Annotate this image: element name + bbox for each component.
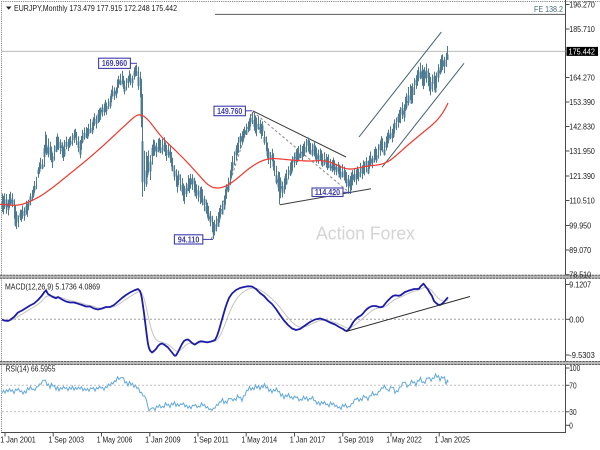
svg-text:1 Jan 2009: 1 Jan 2009 (145, 435, 181, 445)
svg-text:169.960: 169.960 (102, 59, 128, 68)
svg-text:142.830: 142.830 (569, 122, 595, 132)
svg-text:70: 70 (569, 380, 577, 390)
svg-text:153.390: 153.390 (569, 97, 595, 107)
svg-text:100: 100 (569, 363, 580, 373)
svg-text:MACD(12,26,9) 5.1736 4.0869: MACD(12,26,9) 5.1736 4.0869 (5, 282, 100, 292)
svg-text:114.420: 114.420 (315, 188, 341, 197)
svg-text:110.510: 110.510 (569, 196, 595, 206)
svg-text:1 Sep 2011: 1 Sep 2011 (193, 435, 229, 445)
svg-text:1 May 2022: 1 May 2022 (386, 435, 422, 445)
svg-text:0.00: 0.00 (569, 314, 584, 324)
svg-text:99.950: 99.950 (569, 221, 591, 231)
svg-text:FE 138.2: FE 138.2 (534, 5, 563, 14)
svg-text:1 May 2006: 1 May 2006 (97, 435, 133, 445)
svg-text:1 Sep 2019: 1 Sep 2019 (338, 435, 374, 445)
svg-text:121.390: 121.390 (569, 171, 595, 181)
svg-text:196.270: 196.270 (569, 0, 595, 10)
svg-text:78.510: 78.510 (569, 270, 591, 280)
svg-text:EURJPY,Monthly 173.479 177.91: EURJPY,Monthly 173.479 177.915 172.248 1… (14, 3, 177, 13)
svg-text:9.1207: 9.1207 (569, 280, 591, 290)
svg-text:149.760: 149.760 (217, 107, 243, 116)
svg-text:131.950: 131.950 (569, 146, 595, 156)
svg-text:89.070: 89.070 (569, 245, 591, 255)
svg-text:1 Jan 2001: 1 Jan 2001 (0, 435, 36, 445)
svg-text:Action Forex: Action Forex (316, 223, 416, 244)
svg-text:1 Jan 2025: 1 Jan 2025 (435, 435, 471, 445)
svg-text:175.442: 175.442 (569, 47, 596, 56)
svg-text:1 May 2014: 1 May 2014 (242, 435, 278, 445)
svg-text:164.270: 164.270 (569, 73, 595, 83)
svg-text:185.710: 185.710 (569, 24, 595, 34)
svg-text:30: 30 (569, 407, 577, 417)
svg-text:RSI(14) 66.5955: RSI(14) 66.5955 (6, 364, 56, 374)
svg-text:0: 0 (569, 420, 573, 430)
svg-text:1 Jan 2017: 1 Jan 2017 (290, 435, 326, 445)
svg-text:1 Sep 2003: 1 Sep 2003 (49, 435, 85, 445)
svg-text:94.110: 94.110 (178, 235, 200, 244)
svg-text:-9.5303: -9.5303 (569, 350, 595, 360)
